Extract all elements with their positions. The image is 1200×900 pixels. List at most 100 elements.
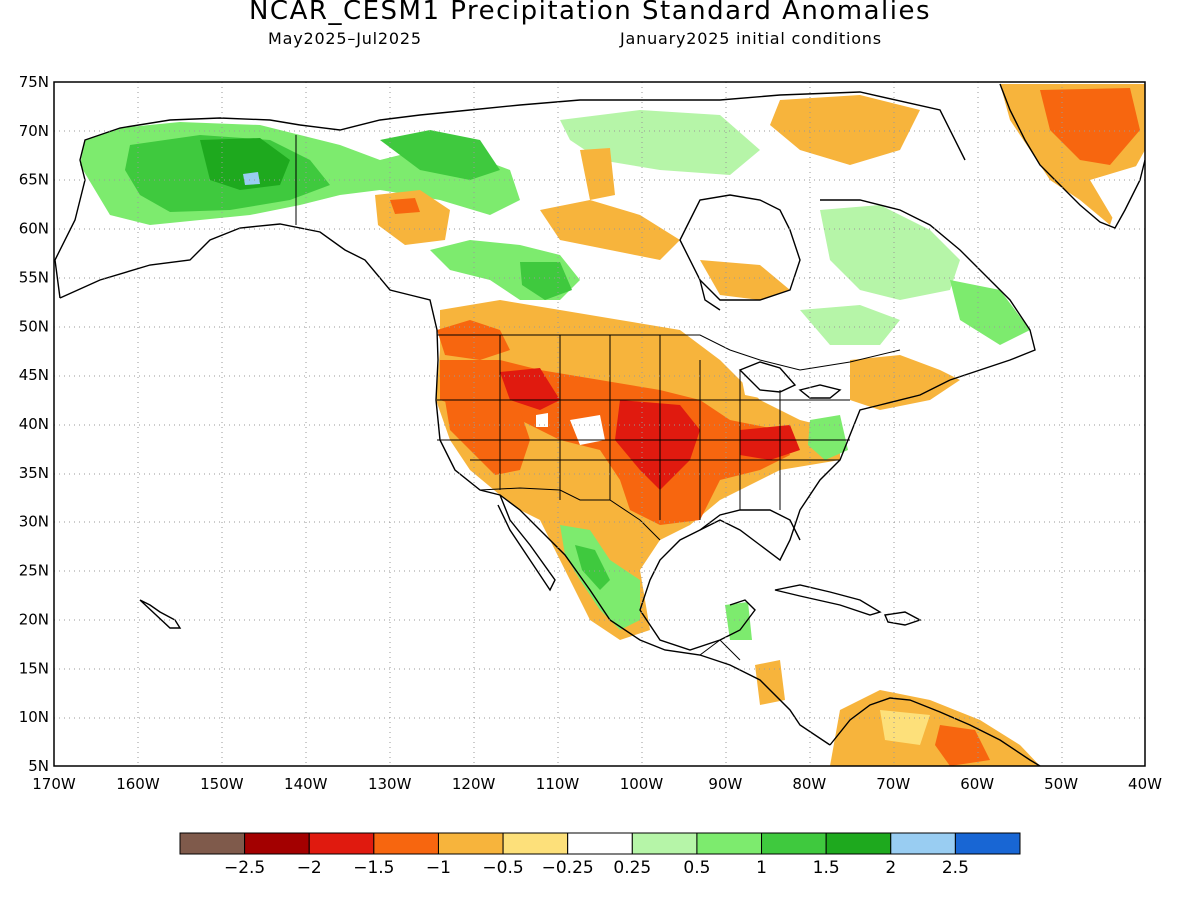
lon-tick-label: 110W bbox=[536, 775, 580, 793]
border-mexico-guatemala bbox=[699, 639, 741, 661]
lat-tick-label: 40N bbox=[19, 415, 49, 433]
colorbar-label: −0.5 bbox=[482, 858, 523, 878]
colorbar-swatch bbox=[696, 832, 763, 855]
lat-tick-label: 55N bbox=[19, 268, 49, 286]
coast-labrador bbox=[820, 199, 1036, 381]
lon-tick-label: 60W bbox=[960, 775, 994, 793]
coast-gulf bbox=[699, 509, 801, 541]
anomaly-alaska-peak bbox=[243, 172, 260, 185]
colorbar-swatch bbox=[502, 832, 569, 855]
colorbar-label: −1.5 bbox=[353, 858, 394, 878]
anomaly-canada-core bbox=[520, 262, 572, 300]
longitude-labels: 170W 160W 150W 140W 130W 120W 110W 100W 90W 80W 70… bbox=[32, 775, 1162, 793]
anomaly-ohio-valley-strong bbox=[740, 425, 800, 460]
colorbar-swatch bbox=[954, 832, 1021, 855]
colorbar-label: 0.5 bbox=[683, 858, 710, 878]
lat-tick-label: 10N bbox=[19, 708, 49, 726]
colorbar-swatch bbox=[179, 832, 246, 855]
colorbar-label: −2 bbox=[297, 858, 322, 878]
anomaly-virginia-wet bbox=[808, 415, 848, 460]
lat-tick-label: 25N bbox=[19, 562, 49, 580]
colorbar-label: 1.5 bbox=[813, 858, 840, 878]
colorbar-label: 1 bbox=[756, 858, 767, 878]
lat-tick-label: 5N bbox=[28, 757, 49, 775]
anomaly-nunavut-dry bbox=[580, 148, 615, 200]
colorbar-swatch bbox=[631, 832, 698, 855]
anomaly-hudson-dry bbox=[540, 200, 680, 260]
anomaly-arctic-wet bbox=[380, 130, 500, 180]
colorbar-label: −0.25 bbox=[542, 858, 594, 878]
anomaly-greenland-wet bbox=[1090, 165, 1145, 222]
anomaly-kansas-strong bbox=[615, 400, 700, 490]
map-frame bbox=[53, 81, 1146, 767]
lat-tick-label: 20N bbox=[19, 610, 49, 628]
anomaly-colorado-white bbox=[570, 415, 605, 445]
graticule bbox=[54, 82, 1145, 766]
anomaly-east-canada-wet bbox=[800, 305, 900, 345]
border-us-canada bbox=[437, 334, 901, 371]
lat-tick-label: 65N bbox=[19, 171, 49, 189]
lon-tick-label: 120W bbox=[452, 775, 496, 793]
anomaly-nevada-moderate bbox=[445, 400, 530, 475]
anomaly-northeast-light bbox=[850, 355, 960, 410]
lon-tick-label: 70W bbox=[876, 775, 910, 793]
lon-tick-label: 40W bbox=[1128, 775, 1162, 793]
colorbar-swatch bbox=[437, 832, 504, 855]
coast-great-lakes bbox=[738, 361, 842, 399]
colorbar-swatch bbox=[308, 832, 375, 855]
border-us-mexico bbox=[479, 487, 661, 541]
colorbar-labels: −2.5 −2 −1.5 −1 −0.5 −0.25 0.25 0.5 1 1.5 2 2.5 bbox=[224, 858, 969, 878]
lat-tick-label: 50N bbox=[19, 317, 49, 335]
coast-greenland bbox=[999, 83, 1145, 229]
colorbar-swatch bbox=[373, 832, 439, 855]
lat-tick-label: 15N bbox=[19, 659, 49, 677]
colorbar-label: −2.5 bbox=[224, 858, 265, 878]
lon-tick-label: 140W bbox=[284, 775, 328, 793]
lat-tick-label: 45N bbox=[19, 366, 49, 384]
lat-tick-label: 75N bbox=[19, 73, 49, 91]
colorbar bbox=[179, 832, 1021, 855]
anomaly-yucatan-wet bbox=[725, 602, 752, 640]
anomaly-oregon-dry bbox=[437, 320, 510, 360]
anomaly-colombia-white bbox=[880, 710, 930, 745]
coast-james-bay bbox=[699, 279, 721, 311]
colorbar-swatch bbox=[761, 832, 827, 855]
forecast-period: May2025–Jul2025 bbox=[268, 29, 422, 48]
anomaly-central-america-dry bbox=[755, 660, 785, 705]
colorbar-swatch bbox=[825, 832, 892, 855]
anomaly-yukon-core bbox=[390, 198, 420, 214]
anomaly-greenland-moderate bbox=[1040, 88, 1140, 165]
coast-hispaniola bbox=[883, 611, 922, 626]
coast-alaska-north bbox=[54, 117, 301, 299]
colorbar-swatch bbox=[890, 832, 956, 855]
anomaly-venezuela-dry bbox=[830, 690, 1040, 766]
anomaly-utah-white bbox=[536, 413, 548, 427]
coast-south-america bbox=[829, 697, 1041, 766]
colorbar-label: 0.25 bbox=[613, 858, 651, 878]
political-borders bbox=[295, 135, 901, 661]
map-title: NCAR_CESM1 Precipitation Standard Anomal… bbox=[248, 0, 932, 26]
colorbar-label: −1 bbox=[426, 858, 451, 878]
anomaly-nw-mexico-core bbox=[575, 545, 610, 590]
lon-tick-label: 50W bbox=[1044, 775, 1078, 793]
anomaly-quebec-dry bbox=[700, 260, 790, 300]
coast-baja bbox=[497, 494, 556, 592]
initial-conditions: January2025 initial conditions bbox=[620, 29, 882, 48]
lon-tick-label: 150W bbox=[200, 775, 244, 793]
colorbar-label: 2 bbox=[885, 858, 896, 878]
lat-tick-label: 30N bbox=[19, 513, 49, 531]
lon-tick-label: 130W bbox=[368, 775, 412, 793]
anomaly-labrador-wet bbox=[950, 280, 1030, 345]
lat-tick-label: 60N bbox=[19, 220, 49, 238]
lon-tick-label: 90W bbox=[708, 775, 742, 793]
border-us-states bbox=[437, 335, 850, 520]
coast-hudson-bay bbox=[679, 194, 801, 301]
latitude-labels: 75N 70N 65N 60N 55N 50N 45N 40N 35N 30N 25N 20N 15N 1… bbox=[19, 73, 49, 775]
lon-tick-label: 80W bbox=[792, 775, 826, 793]
lon-tick-label: 170W bbox=[32, 775, 76, 793]
lat-tick-label: 35N bbox=[19, 464, 49, 482]
lon-tick-label: 160W bbox=[116, 775, 160, 793]
colorbar-swatch bbox=[244, 832, 310, 855]
anomaly-ellesmere-dry bbox=[770, 95, 920, 165]
